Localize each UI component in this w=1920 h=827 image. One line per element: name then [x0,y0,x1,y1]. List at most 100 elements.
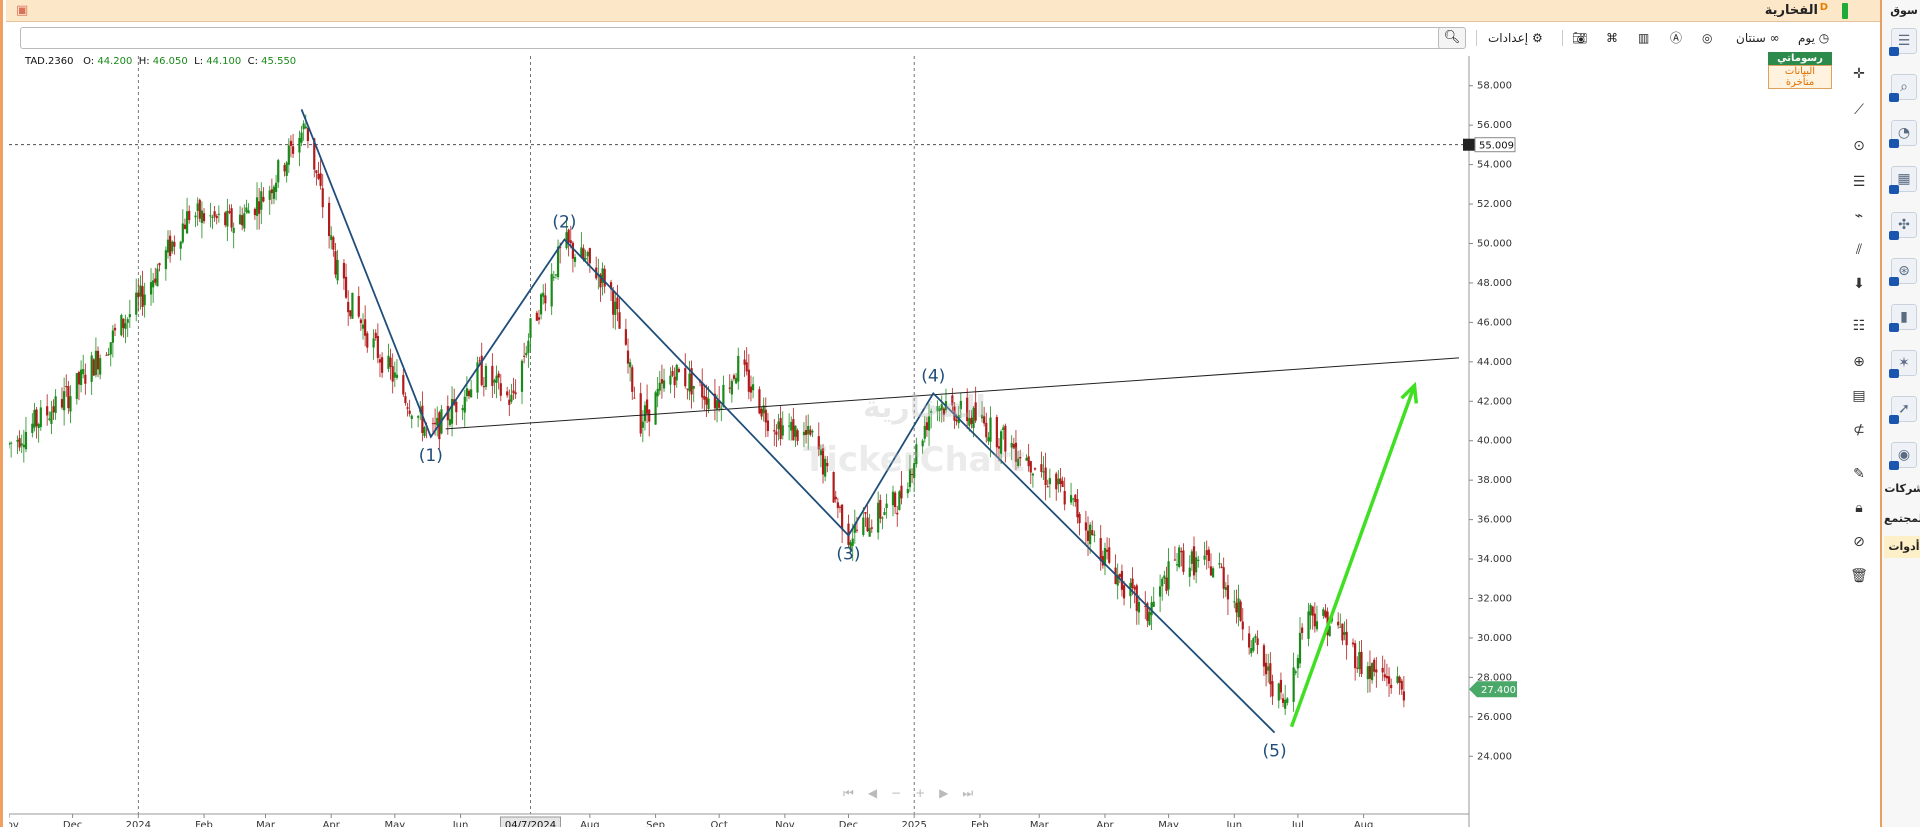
time-tick-label: Mar [1030,820,1050,827]
camera-icon[interactable]: 📷︎ [1572,31,1588,45]
gauge-icon[interactable]: ◔ [1889,120,1917,148]
interval-badge: D [1819,2,1828,13]
candle-body [366,333,369,348]
candle-body [898,491,901,511]
candle-body [1093,534,1096,536]
hide-icon[interactable]: ⊘ [1853,534,1865,550]
candle-body [1366,666,1369,680]
candle-body [18,438,21,448]
candle-body [497,373,500,378]
puzzle-icon[interactable]: ✣ [1889,212,1917,240]
candle-body [63,391,66,411]
trash-icon[interactable]: 🗑︎ [1850,568,1868,584]
candle-body [974,402,977,421]
time-axis[interactable]: Nov Dec 2024 Feb Mar Apr May Jun Aug Sep Oct Nov Dec… [9,813,1469,827]
candle-body [779,418,782,440]
measure-icon[interactable]: ▤ [1852,388,1866,404]
price-chart[interactable]: (1) (2) (3) (4) (5) 58.000 56.000 54.000 52.000… [9,56,1837,827]
indicators-icon[interactable]: ⌘ [1606,31,1618,45]
candle-body [69,396,72,412]
bar-stats-icon[interactable]: ▮ [1889,304,1917,332]
candle-body [885,503,888,509]
candle-body [1284,699,1287,709]
fibonacci-icon[interactable]: ☰ [1852,174,1866,190]
target-icon[interactable]: ⊛ [1889,258,1917,286]
candle-body [966,397,969,422]
lock-icon[interactable]: 🔒︎ [1855,500,1863,516]
period-button[interactable]: سنتان ∞ [1736,28,1780,48]
candle-body [556,246,560,278]
zoom-icon[interactable]: ⊕ [1853,354,1865,370]
last-icon[interactable]: ⏭ [962,786,988,800]
status-indicator [1842,3,1848,19]
candle-body [283,165,286,172]
brush-icon[interactable]: ✎ [1853,466,1865,482]
candle-body [701,382,704,398]
candle-body [470,389,473,398]
rising-arrow-icon[interactable]: ➚ [1889,396,1917,424]
window-layout-icon[interactable]: ▣ [16,3,29,18]
candle-body [166,239,170,253]
next-icon[interactable]: ▶ [939,786,963,800]
search-icon[interactable]: 🔍︎ [1438,27,1466,49]
candle-body [1046,486,1049,488]
crosshair-icon[interactable]: ✛ [1853,66,1865,82]
first-icon[interactable]: ⏮ [843,786,868,800]
candle-body [188,210,191,221]
candle-body [421,405,424,434]
prev-icon[interactable]: ◀ [867,786,892,800]
levels-icon[interactable]: ☷ [1852,318,1866,334]
zoom-in-icon[interactable]: + [915,786,940,800]
candle-body [16,440,19,442]
candle-body [404,396,407,404]
link-icon: ∞ [1769,31,1780,45]
price-axis[interactable]: 58.000 56.000 54.000 52.000 50.000 48.000 46.0… [1463,56,1517,827]
chart-report-icon[interactable]: ▦ [1889,166,1917,194]
star-search-icon[interactable]: ✶ [1889,350,1917,378]
candle-body [645,399,649,414]
candle-body [232,227,235,233]
interval-button[interactable]: يوم ◷ [1798,28,1829,48]
scanner-icon[interactable]: ⌕ [1889,74,1917,102]
search-input[interactable] [20,27,1460,49]
market-tab[interactable]: سوق [1890,4,1918,17]
community-tab[interactable]: المجتمع [1884,512,1920,525]
circle-icon[interactable]: ⊙ [1853,138,1865,154]
time-tick-label: Feb [195,820,213,827]
candle-body [1099,538,1102,561]
tools-tab[interactable]: أدوات [1884,536,1920,558]
auto-icon[interactable]: Ⓐ [1670,31,1683,45]
candle-body [1311,606,1314,616]
candle-body [75,373,78,399]
remove-indicator-icon[interactable]: ⊄ [1853,422,1865,438]
pattern-icon[interactable]: ⌁ [1854,208,1864,224]
time-tick-label: Apr [323,820,341,827]
candle-type-icon[interactable]: ▥ [1638,31,1650,45]
companies-tab[interactable]: شركات [1884,482,1920,495]
candle-body [77,372,81,385]
candle-body [834,496,837,500]
candle-body [864,512,867,514]
candle-body [183,224,187,229]
candle-body [423,427,426,436]
candle-body [491,365,494,386]
candle-body [143,294,146,306]
candle-body [527,340,530,353]
radar-icon[interactable]: ◉ [1889,442,1917,470]
settings-button[interactable]: إعدادات ⚙ [1488,28,1543,48]
candle-body [1175,564,1179,566]
candle-body [732,375,736,379]
candle-body [654,392,657,425]
watchlist-icon[interactable]: ☰ [1889,28,1917,56]
candle-body [707,398,710,409]
trendline-icon[interactable]: ⟋ [1854,102,1864,118]
channel-icon[interactable]: ⫽ [1855,242,1863,258]
candle-body [913,463,916,478]
compare-icon[interactable]: ◎ [1702,31,1713,45]
candle-body [826,462,829,467]
candle-body [629,362,632,368]
chart-navigation[interactable]: ⏮◀−+▶⏭ [843,786,987,801]
arrow-down-icon[interactable]: ⬇ [1853,276,1865,292]
zoom-out-icon[interactable]: − [891,786,916,800]
candle-body [113,327,117,331]
